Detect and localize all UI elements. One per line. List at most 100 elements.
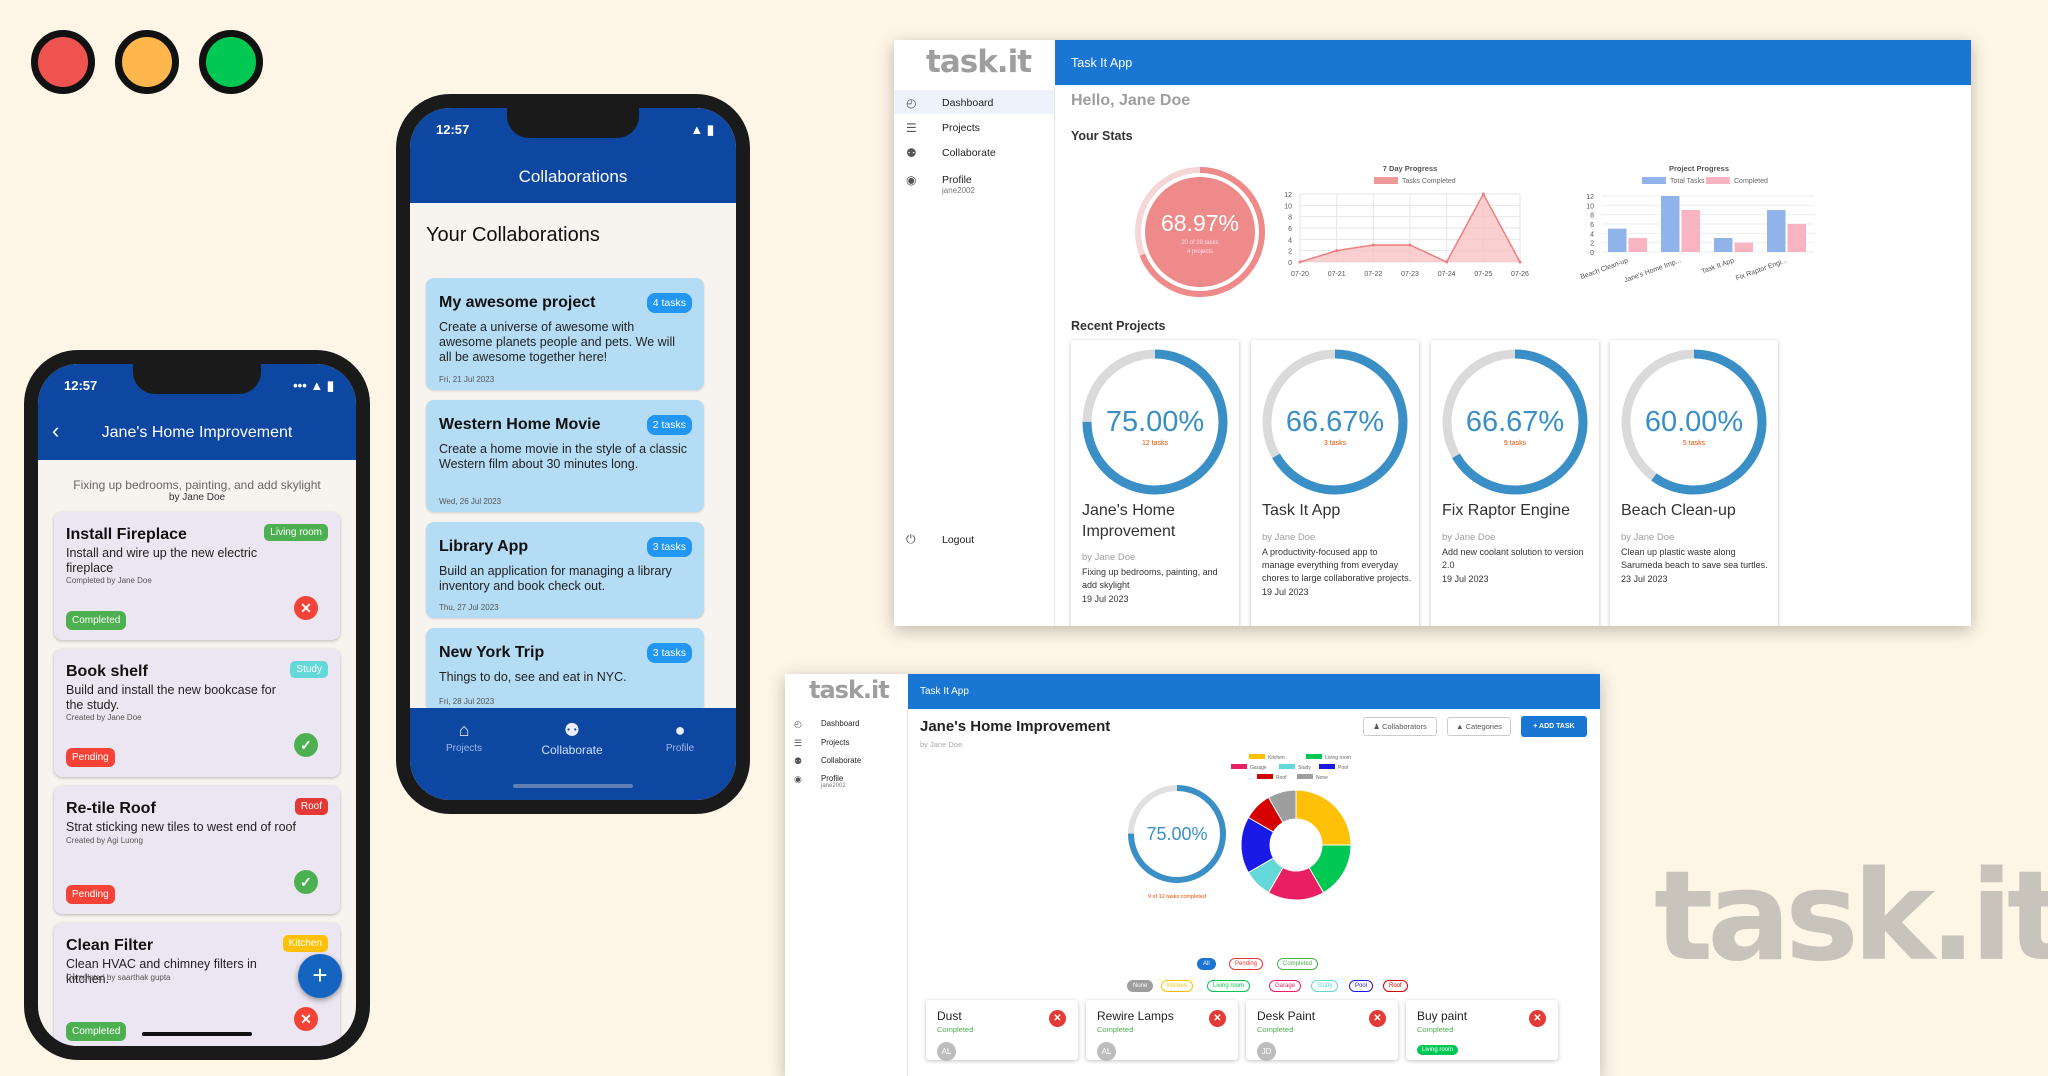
check-icon[interactable]: ✓ [294, 733, 318, 757]
sidebar-item-collaborate[interactable]: ⚉ Collaborate [894, 140, 1054, 164]
category-filter-pool[interactable]: Pool [1349, 980, 1374, 992]
legend-label: Roof [1276, 775, 1287, 781]
sidebar-item-projects[interactable]: ☰ Projects [785, 733, 907, 751]
data-point [1371, 243, 1375, 247]
sidebar-item-label: Dashboard [942, 97, 994, 109]
status-badge: Pending [66, 748, 115, 767]
status-badge: Completed [66, 611, 127, 630]
task-title: Clean Filter [66, 937, 154, 954]
y-tick-label: 8 [1590, 213, 1594, 220]
nav-collaborate[interactable]: ⚉ Collaborate [522, 720, 622, 757]
nav-projects[interactable]: ⌂ Projects [414, 720, 514, 754]
remove-icon[interactable]: ✕ [294, 596, 318, 620]
task-count-badge: 3 tasks [646, 643, 692, 663]
project-owner: by Jane Doe [1262, 532, 1316, 543]
status-filter-completed[interactable]: Completed [1277, 958, 1319, 970]
project-card[interactable]: 66.67% 9 tasks Fix Raptor Engine by Jane Do… [1431, 340, 1599, 626]
remove-icon[interactable]: ✕ [294, 1007, 318, 1031]
category-filter-study[interactable]: Study [1311, 980, 1339, 992]
y-tick-label: 12 [1586, 194, 1594, 201]
category-tag: Living room [1417, 1045, 1459, 1055]
collaboration-description: Create a home movie in the style of a cl… [439, 442, 688, 471]
task-card[interactable]: Dust Completed ✕ AL [926, 1000, 1078, 1061]
nav-profile[interactable]: ● Profile [630, 720, 730, 754]
avatar: JD [1257, 1042, 1276, 1061]
category-filter-kitchen[interactable]: Kitchen [1161, 980, 1194, 992]
project-date: 19 Jul 2023 [1442, 574, 1489, 584]
seven-day-progress-chart: 7 Day Progress Tasks Completed 0 2 4 6 8 10 12 07… [1284, 164, 1529, 278]
app-logo: task.it [809, 676, 890, 704]
percent-label: 75.00% [1106, 406, 1204, 438]
check-icon[interactable]: ✓ [294, 870, 318, 894]
sidebar-item-collaborate[interactable]: ⚉ Collaborate [785, 751, 907, 769]
task-status: Completed [1257, 1025, 1294, 1034]
category-filter-roof[interactable]: Roof [1383, 980, 1408, 992]
bar [1767, 210, 1786, 252]
remove-icon[interactable]: ✕ [1049, 1010, 1066, 1027]
remove-icon[interactable]: ✕ [1529, 1010, 1546, 1027]
bar [1714, 238, 1733, 252]
task-author: Created by Agi Luong [66, 836, 143, 845]
categories-button[interactable]: ▲ Categories [1447, 717, 1511, 736]
collaborators-button[interactable]: ♟ Collaborators [1363, 717, 1437, 736]
task-card[interactable]: Buy paint Completed ✕ Living room [1406, 1000, 1558, 1060]
task-card[interactable]: Book shelf Study Build and install the new… [54, 649, 340, 777]
task-count-label: 3 tasks [1324, 440, 1347, 447]
sidebar-item-profile[interactable]: ◉ Profile jane2002 [785, 769, 907, 792]
sidebar-item-label: Projects [942, 122, 980, 134]
project-card[interactable]: 75.00% 12 tasks Jane's Home Improvement by … [1071, 340, 1239, 626]
collaboration-card[interactable]: Western Home Movie 2 tasks Create a home m… [426, 400, 704, 512]
remove-icon[interactable]: ✕ [1369, 1010, 1386, 1027]
task-card[interactable]: Clean Filter Kitchen Clean HVAC and chimne… [54, 923, 340, 1046]
legend-swatch [1319, 764, 1335, 769]
avatar: AL [937, 1042, 956, 1061]
add-task-button[interactable]: + ADD TASK [1521, 716, 1587, 737]
data-point [1481, 192, 1485, 196]
project-owner: by Jane Doe [920, 740, 963, 749]
bar [1681, 210, 1700, 252]
project-ring: 75.00% [1128, 785, 1226, 883]
x-tick-label: 07-22 [1364, 271, 1382, 278]
category-filter-garage[interactable]: Garage [1269, 980, 1302, 992]
sidebar-item-projects[interactable]: ☰ Projects [894, 115, 1054, 139]
maximize-window-button[interactable] [199, 30, 263, 94]
task-card[interactable]: Desk Paint Completed ✕ JD [1246, 1000, 1398, 1061]
collaboration-card[interactable]: My awesome project 4 tasks Create a univer… [426, 278, 704, 390]
minimize-window-button[interactable] [115, 30, 179, 94]
bar [1608, 228, 1627, 252]
legend-swatch [1306, 754, 1322, 759]
remove-icon[interactable]: ✕ [1209, 1010, 1226, 1027]
collaboration-date: Thu, 27 Jul 2023 [439, 603, 499, 612]
sidebar-item-dashboard[interactable]: ◴ Dashboard [785, 714, 907, 732]
project-card[interactable]: 66.67% 3 tasks Task It App by Jane Doe A pro… [1251, 340, 1419, 626]
sidebar-item-label: Collaborate [821, 756, 862, 766]
task-card[interactable]: Rewire Lamps Completed ✕ AL [1086, 1000, 1238, 1061]
add-task-button[interactable]: + [298, 954, 342, 998]
close-window-button[interactable] [31, 30, 95, 94]
project-card[interactable]: 60.00% 5 tasks Beach Clean-up by Jane Doe Cl… [1610, 340, 1778, 626]
task-card[interactable]: Re-tile Roof Roof Strat sticking new tiles… [54, 786, 340, 914]
donut-slice [1267, 789, 1297, 824]
status-badge: Completed [66, 1022, 127, 1041]
category-tag: Study [290, 661, 328, 678]
logout-link[interactable]: Logout [942, 534, 975, 546]
collaboration-card[interactable]: Library App 3 tasks Build an application f… [426, 522, 704, 618]
task-card[interactable]: Install Fireplace Living room Install and … [54, 512, 340, 640]
sidebar-item-profile[interactable]: ◉ Profile jane2002 [894, 167, 1054, 197]
category-filter-living-room[interactable]: Living room [1207, 980, 1251, 992]
collaboration-date: Fri, 28 Jul 2023 [439, 697, 495, 706]
status-filter-all[interactable]: All [1197, 958, 1216, 970]
account-icon: ◉ [794, 773, 802, 784]
stats-projects: 4 projects [1187, 249, 1213, 255]
collaboration-card[interactable]: New York Trip 3 tasks Things to do, see an… [426, 628, 704, 712]
sidebar-item-dashboard[interactable]: ◴ Dashboard [894, 90, 1054, 114]
nav-label: Collaborate [541, 743, 603, 757]
back-arrow-icon[interactable]: ‹ [52, 418, 60, 443]
y-tick-label: 8 [1288, 215, 1292, 222]
task-count-badge: 4 tasks [646, 293, 692, 313]
power-icon: ⏻ [906, 532, 916, 546]
project-window: task.it Task It App ◴ Dashboard ☰ Projects ⚉… [785, 674, 1600, 1076]
status-filter-pending[interactable]: Pending [1229, 958, 1264, 970]
category-filter-none[interactable]: None [1127, 980, 1154, 992]
list-icon: ☰ [906, 121, 917, 135]
